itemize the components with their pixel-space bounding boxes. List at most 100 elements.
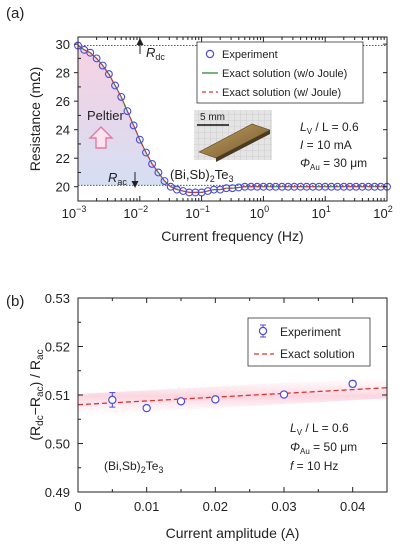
experiment-point — [228, 184, 237, 193]
x-tick-label: 0.01 — [134, 499, 159, 514]
experiment-point — [211, 395, 220, 404]
experiment-point — [315, 182, 323, 191]
scale-bar-label: 5 mm — [200, 112, 225, 123]
experiment-point — [185, 188, 194, 197]
y-tick-label: 22 — [56, 151, 70, 166]
experiment-points — [74, 41, 391, 197]
x-tick-label: 100 — [250, 204, 269, 221]
experiment-point — [135, 135, 144, 144]
experiment-point — [222, 184, 231, 193]
x-tick-exponent: 2 — [388, 204, 393, 214]
plot-frame — [77, 36, 388, 202]
panel-a-legend: Experiment Exact solution (w/o Joule) Ex… — [196, 41, 364, 104]
experiment-point — [327, 182, 336, 191]
panel-a-label: (a) — [6, 5, 24, 22]
y-tick-label: 0.50 — [45, 437, 70, 452]
rac-annotation: Rac — [108, 170, 139, 188]
svg-text:Rdc: Rdc — [146, 45, 165, 62]
param-line: LV / L = 0.6 — [290, 421, 349, 437]
experiment-point — [148, 159, 157, 168]
rac-label: R — [108, 170, 117, 185]
param-line: ΦAu = 50 μm — [290, 440, 357, 456]
rdc-label: R — [146, 45, 155, 60]
x-tick-exponent: 0 — [264, 204, 269, 214]
sample-photo: 5 mm — [194, 110, 272, 162]
experiment-point — [247, 182, 255, 191]
x-tick-exponent: −1 — [200, 204, 210, 214]
x-tick-label: 101 — [311, 204, 330, 221]
experiment-point — [302, 182, 311, 191]
x-tick-exponent: 1 — [326, 204, 331, 214]
legend-experiment: Experiment — [222, 49, 278, 61]
experiment-point — [253, 182, 262, 191]
panel-b-params: LV / L = 0.6 ΦAu = 50 μm f = 10 Hz — [290, 421, 357, 473]
experiment-point — [160, 177, 169, 185]
x-axis-label: Current amplitude (A) — [166, 525, 300, 541]
peltier-label: Peltier — [87, 108, 125, 123]
material-label: (Bi,Sb)2Te3 — [104, 459, 163, 475]
experiment-point — [278, 182, 286, 191]
peltier-arrow — [88, 126, 114, 149]
experiment-point — [129, 121, 138, 130]
y-tick-label: 24 — [56, 123, 70, 138]
panel-b-legend: Experiment Exact solution — [247, 317, 371, 367]
experiment-point — [265, 182, 274, 191]
legend-experiment-marker — [205, 49, 215, 59]
experiment-point — [284, 182, 293, 191]
experiment-point — [234, 183, 243, 192]
experiment-point — [345, 182, 354, 191]
x-tick-label: 10−2 — [123, 204, 148, 221]
param-line: I = 10 mA — [300, 138, 352, 152]
experiment-point — [98, 61, 107, 70]
experiment-point — [154, 168, 163, 177]
legend-no-joule: Exact solution (w/o Joule) — [222, 68, 347, 80]
exact-solution-joule-line — [77, 45, 387, 193]
rac-subscript: ac — [117, 177, 127, 187]
experiment-point — [352, 182, 361, 191]
rdc-annotation: Rdc — [136, 38, 165, 62]
experiment-point — [191, 188, 200, 197]
experiment-point — [111, 81, 120, 90]
legend-joule: Exact solution (w/ Joule) — [222, 87, 341, 99]
experiment-point — [104, 70, 113, 79]
x-tick-label: 0.03 — [271, 499, 296, 514]
y-tick-label: 20 — [56, 180, 70, 195]
y-axis-label: (Rdc−Rac) / Rac — [27, 349, 46, 440]
experiment-point — [279, 390, 289, 399]
experiment-point — [358, 182, 367, 191]
x-tick-label: 10−3 — [62, 204, 87, 221]
exact-solution-line — [77, 387, 388, 406]
panel-a-params: LV / L = 0.6 I = 10 mA ΦAu = 30 μm — [300, 120, 367, 172]
experiment-point — [321, 182, 330, 191]
y-tick-label: 0.49 — [45, 485, 70, 500]
panel-b-axes: 0.49 0.50 0.51 0.52 0.53 0 0.01 0.02 0.03 0.04 Cur… — [27, 291, 388, 541]
experiment-point — [166, 182, 175, 191]
x-tick-label: 102 — [373, 204, 392, 221]
legend-exact: Exact solution — [280, 347, 355, 361]
x-tick-label: 0 — [74, 499, 81, 514]
y-tick-label: 30 — [56, 37, 70, 52]
experiment-point — [92, 54, 101, 63]
y-tick-label: 28 — [56, 66, 70, 81]
y-tick-label: 0.51 — [45, 388, 70, 403]
x-tick-exponent: −2 — [138, 204, 148, 214]
x-tick-label: 0.04 — [340, 499, 365, 514]
experiment-points — [108, 379, 357, 413]
experiment-point — [296, 182, 305, 191]
experiment-point — [339, 182, 348, 191]
panel-b: (b) 0.49 0.50 0.51 0.52 0.53 0 0.01 0.02 0.03 0.0… — [6, 291, 388, 541]
y-tick-label: 0.53 — [45, 291, 70, 306]
x-tick-label: 10−1 — [185, 204, 210, 221]
peltier-region — [78, 45, 183, 190]
experiment-point — [290, 182, 299, 191]
experiment-point — [108, 395, 117, 405]
x-tick-label: 0.02 — [203, 499, 228, 514]
experiment-point — [123, 107, 132, 116]
rdc-subscript: dc — [155, 52, 165, 62]
experiment-point — [370, 182, 379, 191]
legend-experiment-marker — [258, 326, 268, 336]
legend-experiment: Experiment — [280, 325, 341, 339]
